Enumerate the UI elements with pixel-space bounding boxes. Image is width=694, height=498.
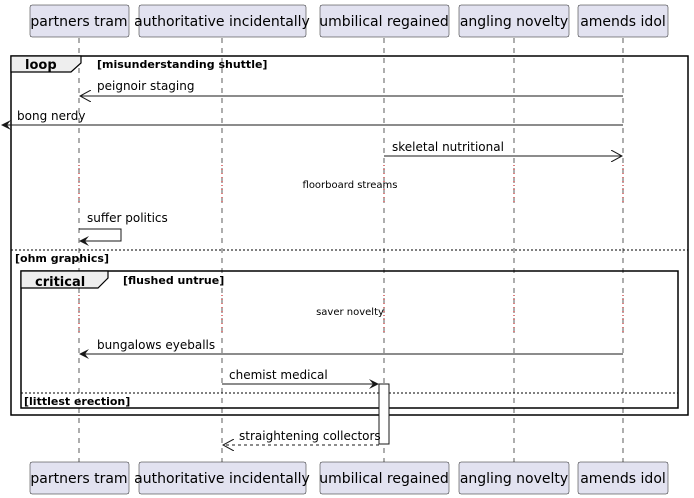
participant-umbilical-regained[interactable]: umbilical regained [319,4,450,38]
participant-label: authoritative incidentally [134,14,310,30]
message-label: straightening collectors [239,429,381,443]
delay-dots [78,165,624,335]
activation-bar [378,383,390,445]
loop-fragment: loop [misunderstanding shuttle] [ohm gra… [10,55,689,416]
message-label: suffer politics [87,211,168,225]
message-suffer-politics: suffer politics [79,211,168,246]
critical-fragment: critical [flushed untrue] [littlest erec… [20,270,679,409]
participant-amends-idol[interactable]: amends idol [577,4,669,38]
participant-amends-idol-bottom[interactable]: amends idol [577,461,669,495]
message-label: bungalows eyeballs [97,338,215,352]
delay-label: floorboard streams [303,180,398,191]
participants-bottom: partners tram authoritative incidentally… [29,461,669,495]
message-skeletal-nutritional: skeletal nutritional [384,140,622,156]
participant-label: umbilical regained [319,14,448,30]
critical-else-guard: [littlest erection] [24,395,130,408]
critical-keyword: critical [35,275,85,290]
participant-label: umbilical regained [319,471,448,487]
message-label: chemist medical [229,368,328,382]
loop-else-guard: [ohm graphics] [15,252,109,265]
message-label: skeletal nutritional [392,140,504,154]
participant-partners-tram[interactable]: partners tram [29,4,130,38]
participant-label: partners tram [30,471,127,487]
delay-saver-novelty: saver novelty [316,307,384,318]
message-peignoir-staging: peignoir staging [80,79,623,96]
message-bungalows-eyeballs: bungalows eyeballs [79,338,623,359]
participants-top: partners tram authoritative incidentally… [29,4,669,38]
delay-label: saver novelty [316,307,384,318]
participant-label: angling novelty [460,471,568,487]
participant-partners-tram-bottom[interactable]: partners tram [29,461,130,495]
message-label: peignoir staging [97,79,194,93]
loop-keyword: loop [25,58,57,73]
participant-angling-novelty-bottom[interactable]: angling novelty [458,461,570,495]
participant-angling-novelty[interactable]: angling novelty [458,4,570,38]
participant-label: angling novelty [460,14,568,30]
message-label: bong nerdy [17,109,85,123]
participant-label: amends idol [580,471,666,487]
participant-authoritative-incidentally[interactable]: authoritative incidentally [134,4,310,38]
message-straightening-collectors: straightening collectors [223,429,381,445]
message-chemist-medical: chemist medical [222,368,379,389]
delay-floorboard-streams: floorboard streams [303,180,398,191]
participant-label: authoritative incidentally [134,471,310,487]
message-bong-nerdy: bong nerdy [1,109,623,130]
loop-guard: [misunderstanding shuttle] [97,58,267,71]
critical-guard: [flushed untrue] [123,274,224,287]
participant-umbilical-regained-bottom[interactable]: umbilical regained [319,461,450,495]
participant-authoritative-incidentally-bottom[interactable]: authoritative incidentally [134,461,310,495]
participant-label: partners tram [30,14,127,30]
participant-label: amends idol [580,14,666,30]
